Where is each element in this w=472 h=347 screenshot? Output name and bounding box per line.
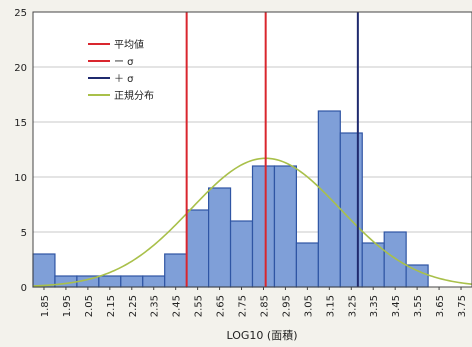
x-tick-label: 3.65 (435, 295, 446, 317)
histogram-bar (361, 242, 385, 288)
histogram-bar (164, 253, 188, 288)
x-tick-label: 2.85 (259, 295, 270, 317)
y-axis-ticks: 0 5 10 15 20 25 (14, 8, 27, 294)
y-tick-label: 10 (14, 173, 27, 184)
legend-label: ＋ σ (114, 74, 134, 85)
histogram-bar (317, 110, 341, 288)
y-tick-label: 5 (21, 228, 27, 239)
histogram-bar (273, 165, 298, 288)
x-tick-label: 1.95 (62, 295, 73, 317)
x-tick-label: 2.55 (194, 295, 205, 317)
x-tick-label: 3.05 (303, 295, 314, 317)
histogram-bar (208, 187, 232, 288)
x-tick-label: 3.55 (413, 295, 424, 317)
x-tick-label: 3.15 (325, 295, 336, 317)
histogram-bar (186, 209, 210, 288)
y-tick-label: 0 (21, 283, 27, 294)
curve-layer (32, 157, 472, 287)
histogram-bar (405, 264, 429, 288)
histogram-bar (383, 231, 407, 288)
x-axis-ticks: 1.85 1.95 2.05 2.15 2.25 2.35 2.45 2.55 2.65 2.75… (40, 287, 468, 317)
x-tick-label: 2.75 (238, 295, 249, 317)
histogram-bar (120, 275, 144, 288)
x-tick-label: 2.45 (172, 295, 183, 317)
legend-label: ー σ (114, 57, 134, 68)
x-tick-label: 1.85 (40, 295, 51, 317)
x-tick-label: 2.35 (150, 295, 161, 317)
histogram-bar (142, 275, 166, 288)
y-tick-label: 25 (14, 8, 27, 19)
plot-frame (32, 11, 472, 288)
histogram-bar (98, 275, 122, 288)
x-tick-label: 2.05 (84, 295, 95, 317)
bars (32, 110, 429, 288)
legend-label: 正規分布 (114, 90, 154, 102)
x-tick-label: 2.65 (216, 295, 227, 317)
histogram-bar (339, 132, 363, 288)
y-tick-label: 20 (14, 63, 27, 74)
histogram-bar (295, 242, 319, 288)
histogram-bar (229, 220, 254, 288)
normal-distribution-curve (32, 157, 472, 287)
histogram-bar (32, 253, 56, 288)
x-tick-label: 2.95 (281, 295, 292, 317)
x-tick-label: 3.25 (347, 295, 358, 317)
x-tick-label: 2.25 (128, 295, 139, 317)
x-tick-label: 3.75 (457, 295, 468, 317)
x-tick-label: 3.45 (391, 295, 402, 317)
histogram-bar (251, 165, 276, 288)
y-tick-label: 15 (14, 118, 27, 129)
reference-lines (185, 12, 359, 287)
legend-label: 平均値 (114, 38, 144, 51)
x-tick-label: 3.35 (369, 295, 380, 317)
x-axis-label: LOG10 (面積) (227, 328, 298, 342)
x-tick-label: 2.15 (106, 295, 117, 317)
